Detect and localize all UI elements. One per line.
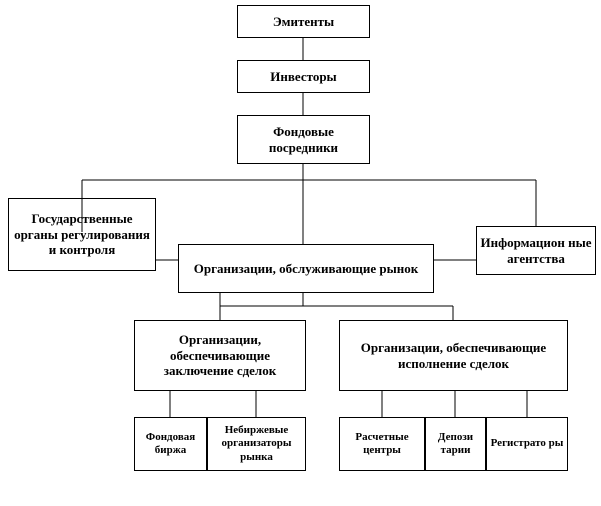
node-label: Фондовая биржа — [137, 431, 204, 457]
node-registr: Регистрато ры — [486, 417, 568, 471]
node-depozit: Депози тарии — [425, 417, 486, 471]
node-label: Эмитенты — [273, 14, 334, 30]
node-label: Информацион ные агентства — [479, 235, 593, 266]
node-label: Небиржевые организаторы рынка — [210, 424, 303, 464]
node-label: Организации, обеспечивающие заключение с… — [137, 332, 303, 379]
node-label: Фондовые посредники — [240, 124, 367, 155]
node-investory: Инвесторы — [237, 60, 370, 93]
node-label: Государственные органы регулирования и к… — [11, 211, 153, 258]
node-label: Депози тарии — [428, 431, 483, 457]
node-ispoln: Организации, обеспечивающие исполнение с… — [339, 320, 568, 391]
node-obsluzh: Организации, обслуживающие рынок — [178, 244, 434, 293]
node-raschet: Расчетные центры — [339, 417, 425, 471]
node-posredniki: Фондовые посредники — [237, 115, 370, 164]
node-label: Инвесторы — [270, 69, 336, 85]
node-nebirzh: Небиржевые организаторы рынка — [207, 417, 306, 471]
node-label: Организации, обеспечивающие исполнение с… — [342, 340, 565, 371]
node-label: Расчетные центры — [342, 431, 422, 457]
node-agentstva: Информацион ные агентства — [476, 226, 596, 275]
node-birzha: Фондовая биржа — [134, 417, 207, 471]
node-gos: Государственные органы регулирования и к… — [8, 198, 156, 271]
node-label: Регистрато ры — [491, 437, 564, 450]
node-label: Организации, обслуживающие рынок — [194, 261, 419, 277]
node-emitenty: Эмитенты — [237, 5, 370, 38]
node-zakl: Организации, обеспечивающие заключение с… — [134, 320, 306, 391]
